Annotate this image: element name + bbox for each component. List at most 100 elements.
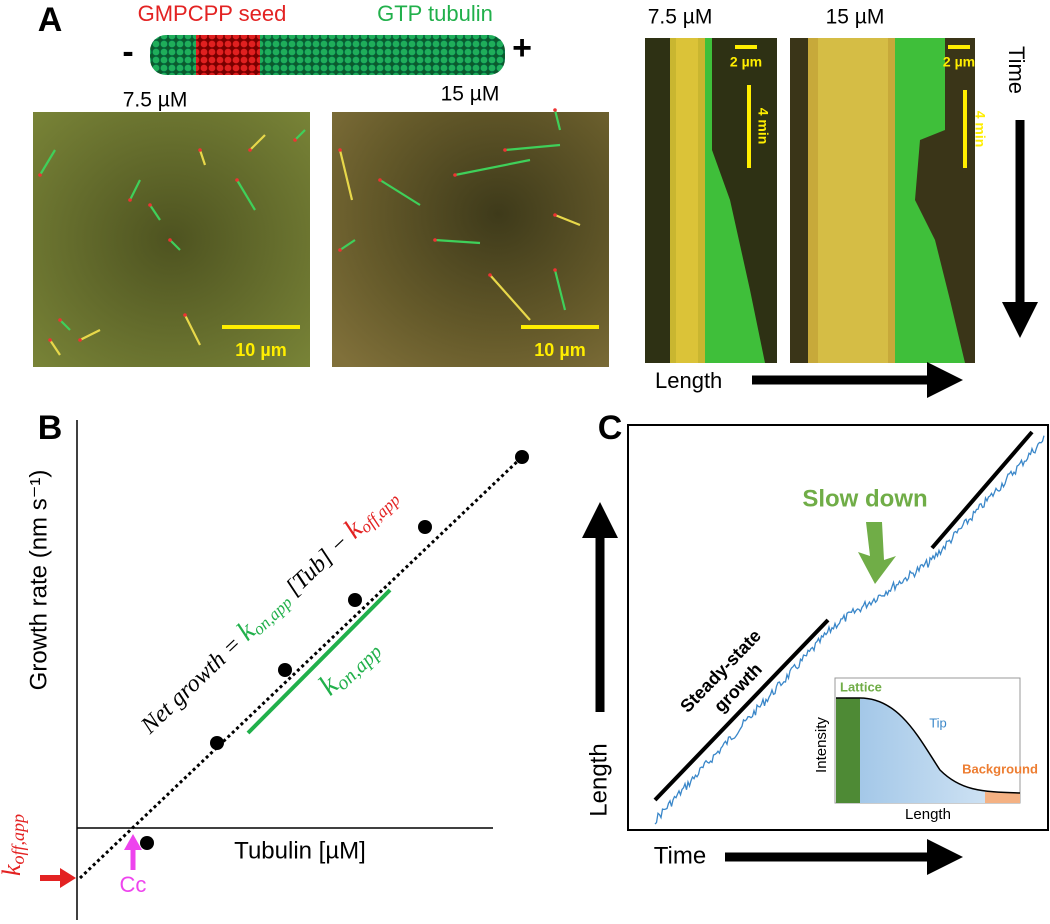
scale-label: 4 min (755, 108, 771, 145)
filament-seed (183, 313, 187, 317)
filament (169, 239, 181, 251)
background-region (985, 792, 1020, 803)
plus-end: + (512, 29, 532, 67)
filament (504, 143, 561, 152)
slope-line (246, 588, 392, 735)
filament-seed (148, 203, 152, 207)
filament (554, 213, 581, 227)
growth-region (895, 38, 965, 363)
scale-label: 4 min (972, 111, 988, 148)
fit-line (78, 455, 524, 880)
filament-seed (553, 108, 557, 112)
seed-band-core (676, 38, 698, 363)
intercept-label: koff,app (0, 814, 28, 876)
background-label: Background (962, 761, 1038, 776)
data-point (515, 450, 529, 464)
filament-seed (168, 238, 172, 242)
filament (184, 314, 201, 346)
panel-label: A (38, 1, 63, 39)
lattice-region (836, 698, 860, 803)
filament-seed (58, 318, 62, 322)
intensity-area (836, 698, 1020, 803)
length-trace (654, 435, 1045, 825)
filament-seed (553, 213, 557, 217)
filament-seed (433, 238, 437, 242)
time-axis: Time (1004, 46, 1029, 94)
tubulin-label: GTP tubulin (377, 1, 493, 26)
y-axis-label: Length (585, 743, 612, 816)
x-axis-label: Tubulin [µM] (234, 837, 366, 864)
x-axis-label: Time (654, 842, 706, 869)
filament (236, 179, 256, 211)
slow-down-label: Slow down (802, 485, 927, 512)
data-points (140, 450, 529, 850)
data-point (140, 836, 154, 850)
data-point (418, 520, 432, 534)
filament (129, 179, 141, 201)
filament-seed (503, 148, 507, 152)
kymo-concentration: 7.5 µM (648, 6, 713, 29)
filament (553, 109, 562, 131)
slope-label: kon,app (312, 631, 386, 704)
micrograph (332, 112, 609, 367)
data-point (348, 593, 362, 607)
filament-seed (338, 148, 342, 152)
intercept-k: k (0, 864, 26, 876)
plot-frame (627, 424, 1049, 831)
filament (454, 158, 531, 177)
filament (489, 274, 531, 321)
filament-seed (48, 338, 52, 342)
filament (338, 149, 354, 201)
steady-state-label: Steady-stategrowth (676, 625, 782, 733)
filament (39, 149, 56, 176)
growth-region (705, 38, 765, 363)
filament-seed (248, 148, 252, 152)
filament (553, 269, 567, 311)
filament-seed (488, 273, 492, 277)
filament (339, 239, 356, 251)
scale-label: 10 µm (534, 340, 585, 360)
filament-seed (338, 248, 342, 252)
data-point (278, 663, 292, 677)
filament-seed (553, 268, 557, 272)
filament (434, 238, 481, 245)
tip-label: Tip (929, 715, 947, 730)
filament (149, 204, 161, 221)
y-axis-label: Growth rate (nm s⁻¹) (25, 470, 52, 691)
slow-down-arrow (858, 522, 896, 584)
filament-seed (453, 173, 457, 177)
panel-label: C (598, 409, 623, 447)
image-concentration: 7.5 µM (123, 89, 188, 112)
kymo-concentration: 15 µM (826, 6, 885, 29)
scale-label: 2 µm (730, 54, 762, 70)
fit-line (930, 430, 1034, 550)
filament-seed (378, 178, 382, 182)
filament (79, 329, 101, 341)
seed-label: GMPCPP seed (138, 1, 287, 26)
intensity-curve (836, 697, 1021, 794)
filament-seed (235, 178, 239, 182)
inset-x-label: Length (905, 806, 951, 823)
filament-seed (198, 148, 202, 152)
lattice-label: Lattice (840, 679, 882, 694)
seed (196, 35, 260, 75)
filament (198, 149, 207, 166)
filament (59, 319, 71, 331)
intercept-arrowhead (60, 868, 76, 888)
filament-seed (78, 338, 82, 342)
filament-seed (128, 198, 132, 202)
image-concentration: 15 µM (441, 83, 500, 106)
data-point (210, 736, 224, 750)
filament (294, 129, 306, 141)
scale-label: 10 µm (235, 340, 286, 360)
filament (379, 179, 421, 206)
length-axis: Length (655, 368, 722, 393)
intercept-sub: off,app (8, 814, 28, 865)
filaments (38, 108, 581, 356)
cc-arrowhead (124, 834, 142, 850)
seed-band-core (818, 38, 888, 363)
inset-y-label: Intensity (813, 717, 830, 773)
slope-sub: on,app (331, 641, 386, 695)
cc-label: Cc (120, 872, 147, 897)
